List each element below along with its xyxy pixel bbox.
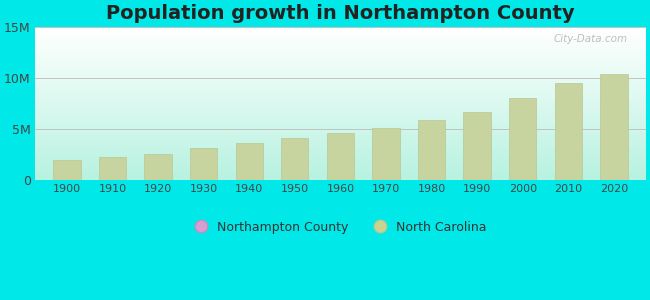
Bar bbox=[418, 120, 445, 180]
Legend: Northampton County, North Carolina: Northampton County, North Carolina bbox=[194, 221, 486, 234]
Bar bbox=[53, 160, 81, 180]
Bar bbox=[509, 98, 536, 180]
Title: Population growth in Northampton County: Population growth in Northampton County bbox=[106, 4, 575, 23]
Bar bbox=[372, 128, 400, 180]
Bar bbox=[600, 74, 628, 180]
Bar bbox=[235, 143, 263, 180]
Bar bbox=[554, 83, 582, 180]
Text: City-Data.com: City-Data.com bbox=[553, 34, 627, 44]
Bar bbox=[144, 154, 172, 180]
Bar bbox=[190, 148, 217, 180]
Bar bbox=[327, 134, 354, 180]
Bar bbox=[463, 112, 491, 180]
Bar bbox=[99, 158, 126, 180]
Bar bbox=[281, 139, 309, 180]
